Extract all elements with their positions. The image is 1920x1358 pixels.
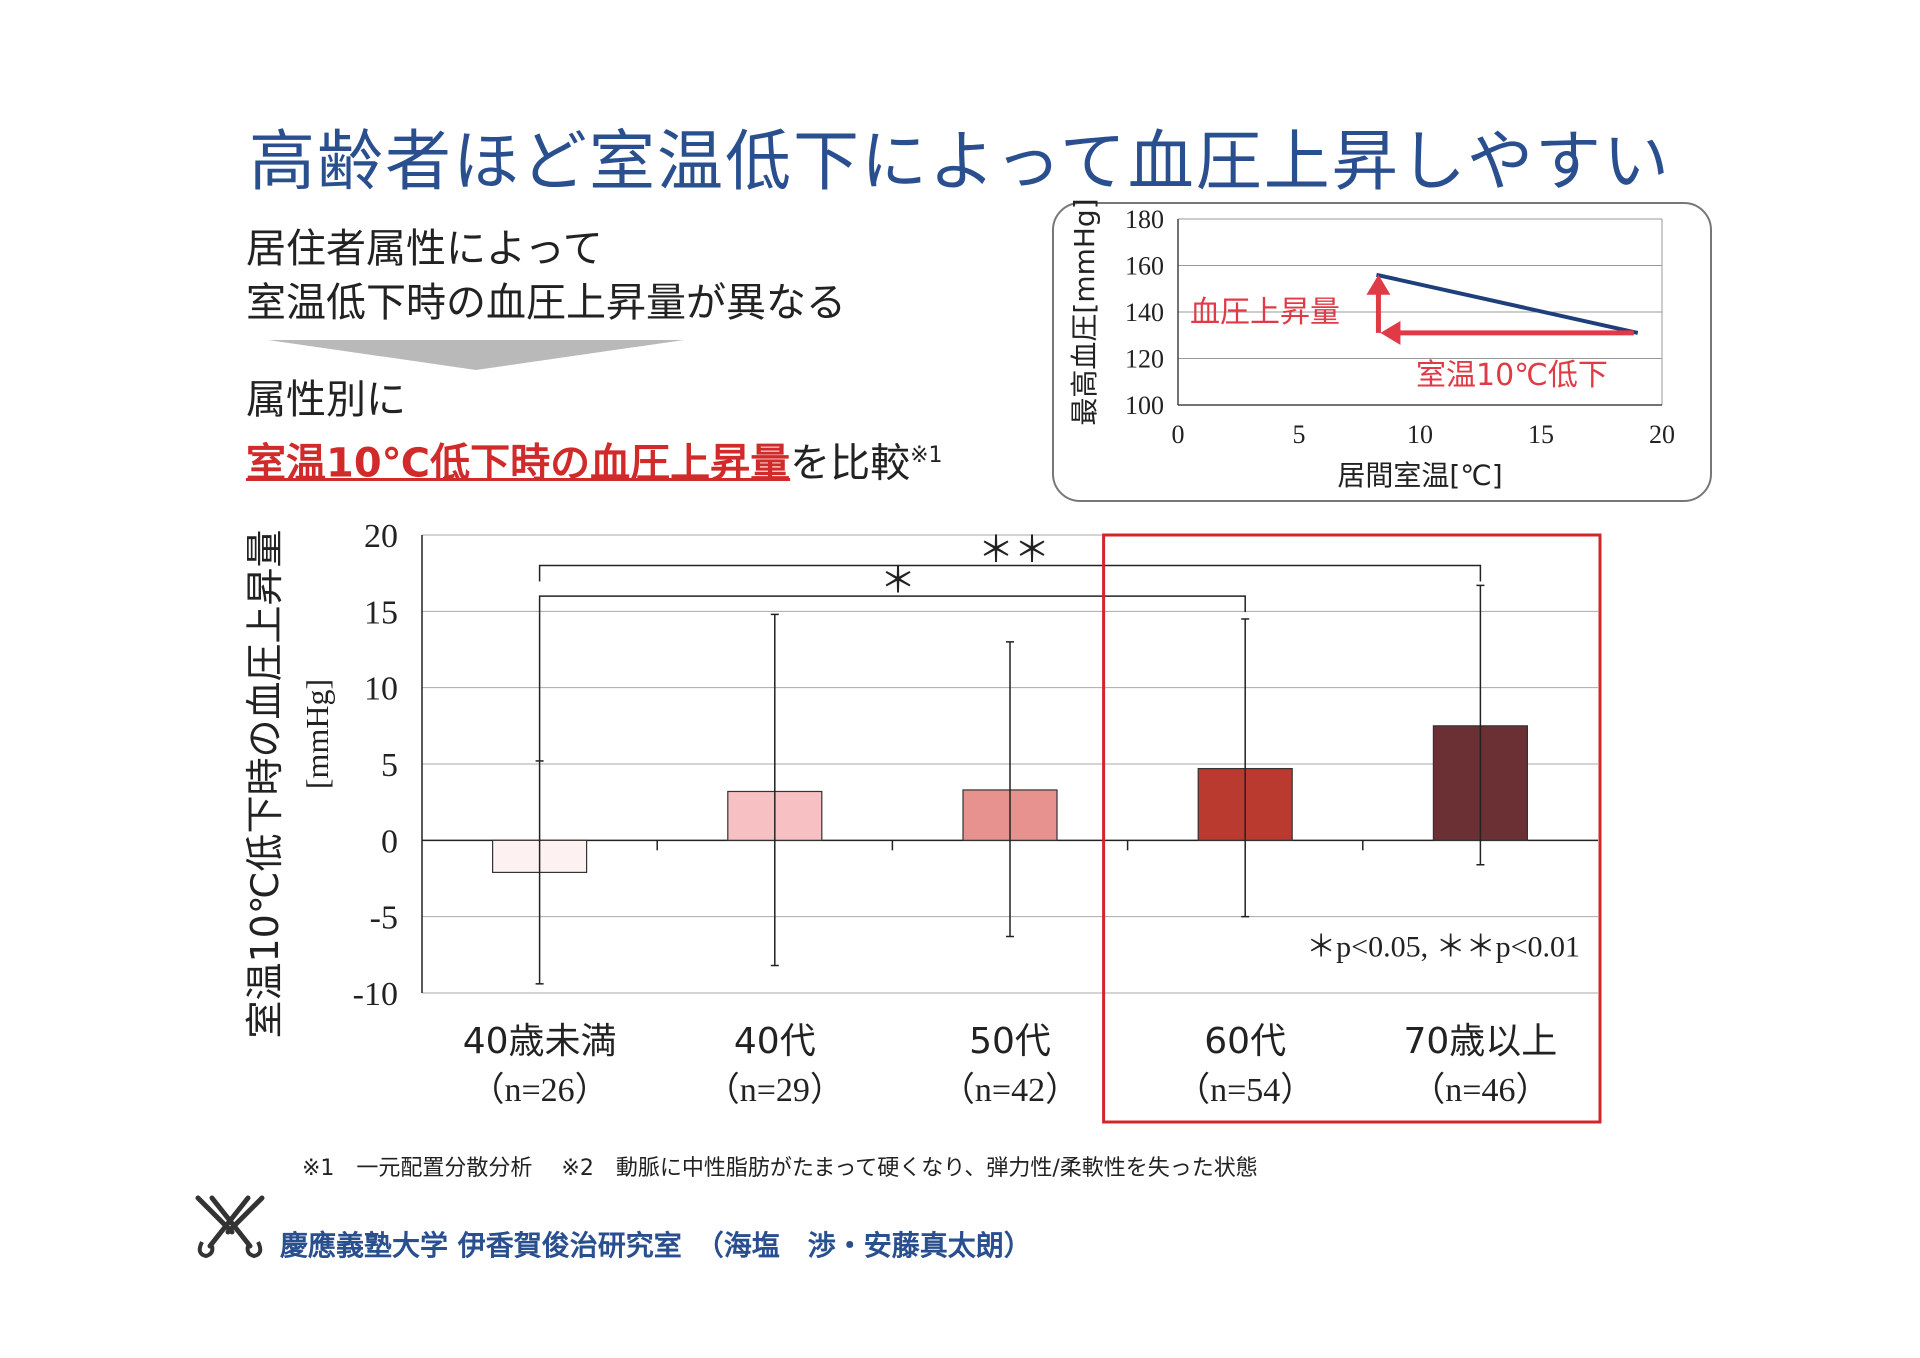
category-label: 50代 xyxy=(969,1021,1051,1062)
inset-x-tick-label: 0 xyxy=(1172,420,1185,449)
inset-x-tick-label: 20 xyxy=(1649,420,1675,449)
lab-logo-icon xyxy=(195,1195,265,1259)
inset-y-axis-label: 最高血圧[mmHg] xyxy=(1068,198,1101,425)
bar-y-tick-label: -10 xyxy=(353,976,398,1013)
annotation-temp-drop: 室温10℃低下 xyxy=(1416,358,1608,393)
bar-y-tick-label: 5 xyxy=(381,747,398,784)
inset-x-tick-label: 15 xyxy=(1528,420,1554,449)
inset-y-tick-label: 180 xyxy=(1125,205,1164,234)
highlight-frame xyxy=(1102,533,1602,1124)
bar-y-tick-label: 10 xyxy=(364,671,398,708)
sample-size-label: （n=26） xyxy=(471,1071,609,1109)
intro-line-1: 居住者属性によって xyxy=(246,226,603,272)
footer-credit: 慶應義塾大学 伊香賀俊治研究室 （海塩 渉・安藤真太朗） xyxy=(280,1229,1032,1262)
significance-marker: ＊＊ xyxy=(978,530,1050,571)
bar-y-axis-label: 室温10℃低下時の血圧上昇量 xyxy=(243,529,287,1038)
inset-y-tick-label: 140 xyxy=(1125,298,1164,327)
inset-series-line xyxy=(1376,272,1639,335)
sample-size-label: （n=54） xyxy=(1176,1071,1314,1109)
sample-size-label: （n=29） xyxy=(706,1071,844,1109)
annotation-bp-rise: 血圧上昇量 xyxy=(1190,295,1340,330)
down-arrow-icon xyxy=(268,340,684,370)
significance-marker: ＊ xyxy=(880,560,916,601)
drop-arrow-head-icon xyxy=(1380,320,1401,345)
sample-size-label: （n=42） xyxy=(941,1071,1079,1109)
compare-note-mark: ※1 xyxy=(910,443,943,468)
inset-x-tick-label: 10 xyxy=(1407,420,1433,449)
inset-y-tick-label: 120 xyxy=(1125,345,1164,374)
category-label: 40歳未満 xyxy=(463,1021,617,1062)
intro-text: 居住者属性によって 室温低下時の血圧上昇量が異なる xyxy=(246,222,846,330)
bar-y-tick-label: 15 xyxy=(364,594,398,631)
category-label: 40代 xyxy=(734,1021,816,1062)
inset-chart-frame xyxy=(1052,202,1712,502)
footnote: ※1 一元配置分散分析 ※2 動脈に中性脂肪がたまって硬くなり、弾力性/柔軟性を… xyxy=(302,1156,1258,1181)
inset-x-axis-label: 居間室温[℃] xyxy=(1337,459,1502,492)
rise-arrow-head-icon xyxy=(1366,274,1391,295)
compare-line-1: 属性別に xyxy=(246,377,406,423)
bar-y-tick-label: -5 xyxy=(370,900,398,937)
compare-suffix: を比較 xyxy=(790,440,911,487)
significance-bracket xyxy=(538,595,1246,613)
inset-y-tick-label: 100 xyxy=(1125,391,1164,420)
category-label: 70歳以上 xyxy=(1403,1021,1557,1062)
category-label: 60代 xyxy=(1204,1021,1286,1062)
sample-size-label: （n=46） xyxy=(1411,1071,1549,1109)
compare-text: 属性別に 室温10℃低下時の血圧上昇量を比較※1 xyxy=(246,372,943,491)
bar-y-tick-label: 0 xyxy=(381,823,398,860)
significance-legend: ＊p<0.05, ＊＊p<0.01 xyxy=(1306,930,1580,963)
inset-y-tick-label: 160 xyxy=(1125,252,1164,281)
bar-y-axis-unit: [mmHg] xyxy=(299,679,335,789)
bar-y-tick-label: 20 xyxy=(364,518,398,555)
compare-highlight: 室温10℃低下時の血圧上昇量 xyxy=(246,440,791,487)
significance-bracket xyxy=(538,564,1482,582)
compare-line-2: 室温10℃低下時の血圧上昇量を比較※1 xyxy=(246,428,943,491)
inset-x-tick-label: 5 xyxy=(1293,420,1306,449)
page-title: 高齢者ほど室温低下によって血圧上昇しやすい xyxy=(248,123,1672,200)
intro-line-2: 室温低下時の血圧上昇量が異なる xyxy=(246,280,846,326)
